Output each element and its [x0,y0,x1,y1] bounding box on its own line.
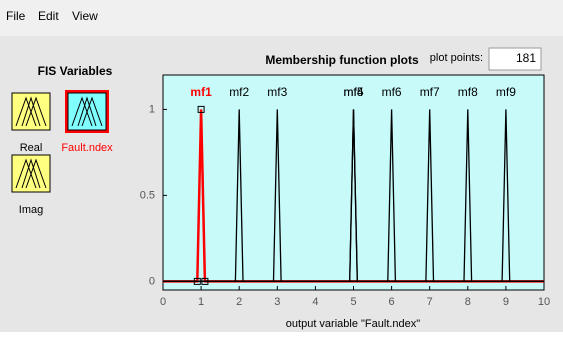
mf-label[interactable]: mf3 [267,85,287,99]
x-tick-label: 10 [538,296,550,308]
x-tick-label: 2 [236,296,242,308]
x-tick-label: 4 [312,296,318,308]
chart-title: Membership function plots [265,53,419,67]
membership-function[interactable] [163,109,544,283]
mf-label[interactable]: mf1 [190,85,212,99]
vertex-marker[interactable] [197,105,205,113]
y-tick-label: 0 [149,275,155,287]
x-tick-label: 8 [465,296,471,308]
mf-label[interactable]: mf7 [420,85,440,99]
x-tick-label: 3 [274,296,280,308]
x-tick-label: 9 [503,296,509,308]
x-tick-label: 6 [389,296,395,308]
variable-icon-shape [15,158,47,189]
y-tick-label: 0.5 [140,189,155,201]
variable-label[interactable]: Real [20,142,43,154]
menu-item[interactable]: File [6,9,26,23]
plot-area [162,74,545,291]
variable-label[interactable]: Fault.ndex [61,142,113,154]
variable-icon-shape [71,96,103,127]
mf-label[interactable]: mf4 [343,85,363,99]
menu-item[interactable]: Edit [38,9,59,23]
mf-label[interactable]: mf8 [458,85,478,99]
mf-label[interactable]: mf5 [343,85,363,99]
menu-item[interactable]: View [72,9,98,23]
x-tick-label: 5 [350,296,356,308]
plot-points-value[interactable]: 181 [516,51,536,65]
x-tick-label: 1 [198,296,204,308]
mf-label[interactable]: mf6 [382,85,402,99]
y-tick-label: 1 [149,103,155,115]
plot-points-label: plot points: [430,52,483,64]
plot-points-input[interactable] [488,47,542,71]
x-tick-label: 0 [160,296,166,308]
variable-label[interactable]: Imag [19,204,43,216]
mf-label[interactable]: mf9 [496,85,516,99]
x-axis-label: output variable "Fault.ndex" [286,318,420,330]
fis-title: FIS Variables [38,64,113,78]
variable-icon-shape [15,96,47,127]
mf-label[interactable]: mf2 [229,85,249,99]
x-tick-label: 7 [427,296,433,308]
